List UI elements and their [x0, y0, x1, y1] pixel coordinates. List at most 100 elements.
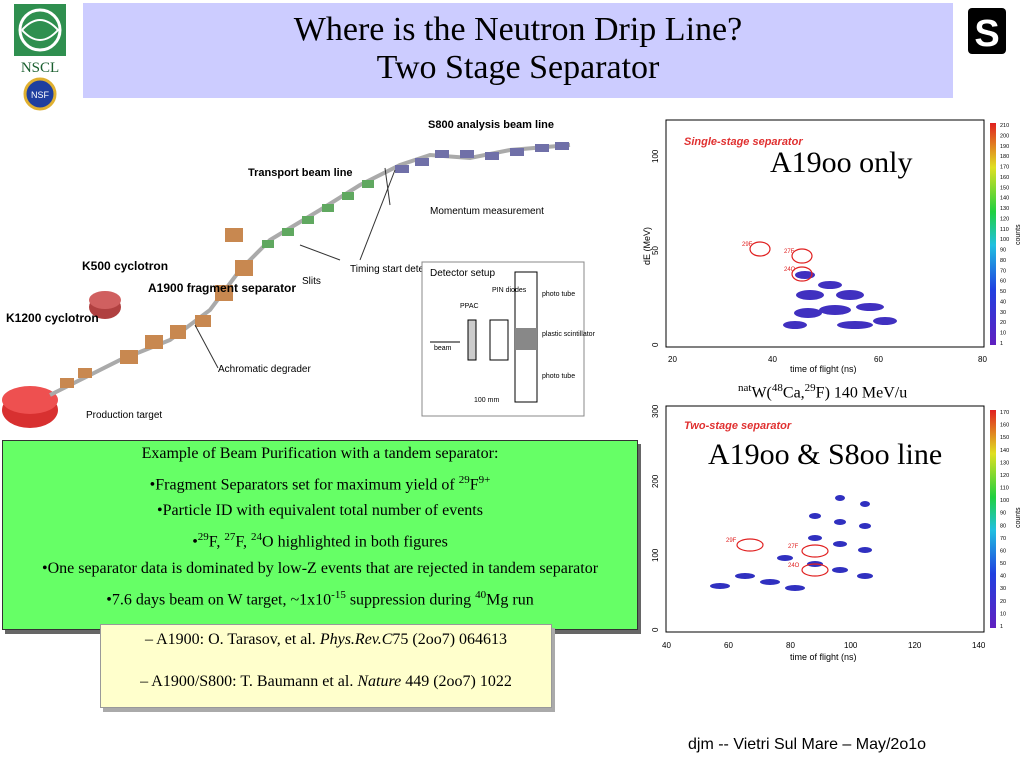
a1900-only-label: A19oo only [770, 146, 913, 179]
plot2-xtick: 120 [908, 641, 922, 650]
plot1-ytick: 100 [651, 149, 660, 163]
a1900-s800-label: A19oo & S8oo line [708, 438, 943, 471]
summary-box: Example of Beam Purification with a tand… [2, 440, 638, 630]
a1900-label: A1900 fragment separator [148, 281, 296, 295]
colorbar-tick: 200 [1000, 133, 1009, 139]
plot1-xlabel: time of flight (ns) [790, 364, 857, 374]
reference-2: – A1900/S800: T. Baumann et al. Nature 4… [140, 673, 512, 690]
plot2-isotope-29f: 29F [726, 538, 737, 544]
colorbar-tick: 80 [1000, 523, 1006, 529]
pin-label: PIN diodes [492, 287, 527, 294]
colorbar-tick: 50 [1000, 561, 1006, 567]
plot1-xtick: 40 [768, 355, 777, 364]
colorbar-tick: 90 [1000, 248, 1006, 254]
colorbar-tick: 60 [1000, 279, 1006, 285]
colorbar-tick: 30 [1000, 310, 1006, 316]
plot2-ytick: 300 [651, 404, 660, 418]
nsf-text: NSF [31, 90, 50, 100]
footer: djm -- Vietri Sul Mare – May/2o1o [688, 736, 927, 753]
summary-heading: Example of Beam Purification with a tand… [141, 445, 499, 462]
plot1-title: Single-stage separator [684, 136, 803, 148]
plot2-isotope-24o: 24O [788, 563, 800, 569]
colorbar-tick: 40 [1000, 299, 1006, 305]
plot1-xtick: 80 [978, 355, 987, 364]
plot1-ylabel: dE (MeV) [642, 227, 652, 265]
page-title: Where is the Neutron Drip Line? [293, 11, 743, 48]
slits-label: Slits [302, 276, 321, 287]
transport-label: Transport beam line [248, 167, 353, 179]
references-box: – A1900: O. Tarasov, et al. Phys.Rev.C75… [100, 624, 552, 708]
plot1-xtick: 20 [668, 355, 677, 364]
summary-bullet-5: •7.6 days beam on W target, ~1x10-15 sup… [106, 588, 534, 608]
colorbar-tick: 1 [1000, 341, 1003, 347]
plastic-label: plastic scintillator [542, 331, 596, 338]
colorbar-tick: 110 [1000, 227, 1009, 233]
msu-letter: S [974, 13, 999, 54]
plot1-cbar-label: counts [1015, 224, 1022, 245]
photo-tube-bottom-label: photo tube [542, 373, 575, 380]
summary-bullet-4: •One separator data is dominated by low-… [41, 559, 599, 577]
plot2-xtick: 140 [972, 641, 986, 650]
colorbar-tick: 150 [1000, 435, 1009, 441]
colorbar-tick: 160 [1000, 175, 1009, 181]
colorbar-tick: 70 [1000, 536, 1006, 542]
ppac-label: PPAC [460, 303, 479, 310]
momentum-label: Momentum measurement [430, 206, 544, 217]
plot2-xlabel: time of flight (ns) [790, 652, 857, 662]
plot1-ytick: 50 [651, 246, 660, 255]
page-subtitle: Two Stage Separator [376, 49, 660, 86]
colorbar-tick: 130 [1000, 460, 1009, 466]
colorbar-tick: 190 [1000, 144, 1009, 150]
achromatic-label: Achromatic degrader [218, 364, 311, 375]
reference-1: – A1900: O. Tarasov, et al. Phys.Rev.C75… [144, 631, 508, 648]
colorbar-tick: 110 [1000, 486, 1009, 492]
photo-tube-top-label: photo tube [542, 291, 575, 298]
plot2-xtick: 100 [844, 641, 858, 650]
colorbar-tick: 20 [1000, 599, 1006, 605]
plot2-title: Two-stage separator [684, 420, 792, 432]
colorbar-tick: 10 [1000, 331, 1006, 337]
single-stage-plot: Single-stage separator 29F 27F 24O 20 40… [640, 115, 1024, 375]
plot2-isotope-27f: 27F [788, 544, 799, 550]
colorbar-tick: 170 [1000, 410, 1009, 416]
title-banner: Where is the Neutron Drip Line? Two Stag… [83, 3, 953, 98]
colorbar-tick: 20 [1000, 320, 1006, 326]
colorbar-tick: 120 [1000, 216, 1009, 222]
beamline-diagram: S800 analysis beam line Transport beam l… [0, 110, 640, 440]
colorbar-tick: 150 [1000, 185, 1009, 191]
plot1-xtick: 60 [874, 355, 883, 364]
summary-bullet-1: •Fragment Separators set for maximum yie… [149, 474, 491, 494]
timing-label: Timing start detectors [350, 264, 446, 275]
plot2-xtick: 80 [786, 641, 795, 650]
summary-bullet-2: •Particle ID with equivalent total numbe… [157, 502, 483, 520]
colorbar-tick: 70 [1000, 268, 1006, 274]
colorbar-tick: 80 [1000, 258, 1006, 264]
beam-label: beam [434, 345, 452, 352]
scale-label: 100 mm [474, 397, 499, 404]
plot2-ytick: 200 [651, 474, 660, 488]
k1200-label: K1200 cyclotron [6, 311, 99, 325]
plot1-isotope-27f: 27F [784, 249, 795, 255]
plot1-isotope-29f: 29F [742, 242, 753, 248]
k500-label: K500 cyclotron [82, 259, 168, 273]
plot1-isotope-24o: 24O [784, 267, 796, 273]
plot2-ytick: 100 [651, 548, 660, 562]
nscl-text: NSCL [21, 60, 59, 76]
summary-bullet-3: •29F, 27F, 24O highlighted in both figur… [192, 531, 448, 551]
production-label: Production target [86, 410, 162, 421]
plot2-xtick: 60 [724, 641, 733, 650]
reaction-label: natW(48Ca,29F) 140 MeV/u [738, 382, 908, 402]
colorbar-tick: 100 [1000, 498, 1009, 504]
two-stage-plot: Two-stage separator 29F 27F 24O 40 60 80… [640, 398, 1024, 668]
plot2-colorbar [990, 410, 996, 628]
colorbar-tick: 140 [1000, 448, 1009, 454]
nscl-logo: NSCL NSF [8, 2, 72, 112]
detector-setup-label: Detector setup [430, 268, 495, 279]
colorbar-tick: 10 [1000, 611, 1006, 617]
colorbar-tick: 140 [1000, 196, 1009, 202]
colorbar-tick: 170 [1000, 165, 1009, 171]
colorbar-tick: 60 [1000, 548, 1006, 554]
colorbar-tick: 160 [1000, 423, 1009, 429]
colorbar-tick: 210 [1000, 123, 1009, 129]
msu-logo: S [968, 8, 1006, 55]
